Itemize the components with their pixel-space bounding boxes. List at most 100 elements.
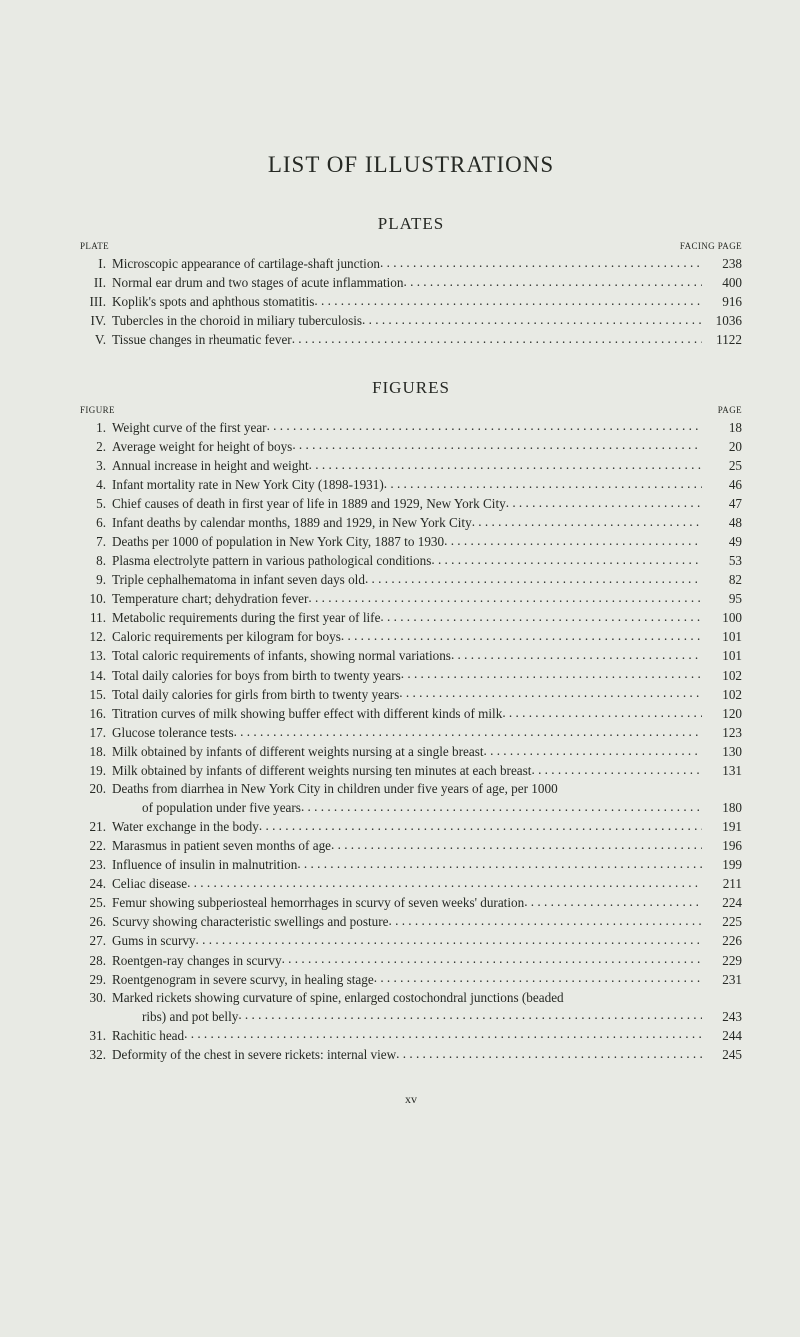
item-label: Glucose tolerance tests [112,725,234,742]
item-page: 1122 [702,332,742,349]
dot-leader [238,1007,702,1020]
item-label-continuation: ribs) and pot belly [80,1009,238,1026]
dot-leader [451,647,702,660]
list-item: 4.Infant mortality rate in New York City… [80,475,742,494]
item-page: 25 [702,458,742,475]
item-number: 21. [80,819,112,836]
item-page: 130 [702,744,742,761]
list-item: 29.Roentgenogram in severe scurvy, in he… [80,969,742,988]
list-item: 16.Titration curves of milk showing buff… [80,704,742,723]
item-number: 12. [80,629,112,646]
list-item: 11.Metabolic requirements during the fir… [80,608,742,627]
item-label: Infant deaths by calendar months, 1889 a… [112,515,472,532]
item-page: 47 [702,496,742,513]
dot-leader [314,293,702,306]
item-label: Marked rickets showing curvature of spin… [112,990,564,1007]
list-item: 18.Milk obtained by infants of different… [80,742,742,761]
item-label: Rachitic head [112,1028,184,1045]
item-label: Triple cephalhematoma in infant seven da… [112,572,365,589]
right-column-label: PAGE [718,405,742,417]
item-number: 30. [80,990,112,1007]
item-page: 18 [702,420,742,437]
item-page: 225 [702,914,742,931]
item-label: Tubercles in the choroid in miliary tube… [112,313,362,330]
item-page: 199 [702,857,742,874]
dot-leader [234,724,702,737]
item-number: 13. [80,648,112,665]
item-page: 101 [702,648,742,665]
dot-leader [524,894,702,907]
item-label: Weight curve of the first year [112,420,267,437]
section-heading: FIGURES [80,377,742,399]
item-page: 82 [702,572,742,589]
dot-leader [309,457,702,470]
list-item: 3.Annual increase in height and weight25 [80,456,742,475]
dot-leader [506,495,702,508]
item-page: 191 [702,819,742,836]
item-label: Marasmus in patient seven months of age [112,838,331,855]
dot-leader [259,818,702,831]
dot-leader [484,743,703,756]
item-label: Microscopic appearance of cartilage-shaf… [112,256,380,273]
item-page: 49 [702,534,742,551]
item-label: Milk obtained by infants of different we… [112,763,531,780]
item-page: 211 [702,876,742,893]
item-page: 1036 [702,313,742,330]
item-number: 20. [80,781,112,798]
list-item: 13.Total caloric requirements of infants… [80,646,742,665]
list-item: 19.Milk obtained by infants of different… [80,761,742,780]
item-page: 243 [702,1009,742,1026]
item-number: 23. [80,857,112,874]
section-heading: PLATES [80,213,742,235]
item-number: 24. [80,876,112,893]
list-item: V.Tissue changes in rheumatic fever1122 [80,330,742,349]
list-item: 1.Weight curve of the first year18 [80,417,742,436]
list-item: 22.Marasmus in patient seven months of a… [80,836,742,855]
item-label: Average weight for height of boys [112,439,292,456]
item-number: 5. [80,496,112,513]
dot-leader [282,951,702,964]
item-number: 4. [80,477,112,494]
item-page: 229 [702,953,742,970]
dot-leader [331,837,702,850]
item-number: 10. [80,591,112,608]
item-page: 53 [702,553,742,570]
item-number: 9. [80,572,112,589]
item-number: 8. [80,553,112,570]
item-label: Scurvy showing characteristic swellings … [112,914,389,931]
page-footer: xv [80,1092,742,1107]
item-number: 32. [80,1047,112,1064]
dot-leader [365,571,702,584]
item-number: 22. [80,838,112,855]
item-label: Deformity of the chest in severe rickets… [112,1047,396,1064]
item-page: 95 [702,591,742,608]
dot-leader [396,1046,702,1059]
list-item: 14.Total daily calories for boys from bi… [80,665,742,684]
dot-leader [187,875,702,888]
item-page: 101 [702,629,742,646]
item-label: Koplik's spots and aphthous stomatitis [112,294,314,311]
section-block: FIGURESFIGUREPAGE1.Weight curve of the f… [80,377,742,1064]
page-title: LIST OF ILLUSTRATIONS [80,150,742,179]
dot-leader [404,274,703,287]
list-item: 6.Infant deaths by calendar months, 1889… [80,513,742,532]
left-column-label: FIGURE [80,405,115,417]
dot-leader [431,552,702,565]
item-label-continuation: of population under five years [80,800,301,817]
dot-leader [374,970,702,983]
list-item: 5.Chief causes of death in first year of… [80,494,742,513]
dot-leader [362,312,702,325]
item-page: 196 [702,838,742,855]
dot-leader [184,1026,702,1039]
list-item-continuation: ribs) and pot belly 243 [80,1006,742,1025]
item-number: III. [80,294,112,311]
list-item: 26.Scurvy showing characteristic swellin… [80,912,742,931]
item-page: 131 [702,763,742,780]
dot-leader [380,255,702,268]
dot-leader [444,533,702,546]
item-number: 3. [80,458,112,475]
item-label: Plasma electrolyte pattern in various pa… [112,553,431,570]
item-label: Femur showing subperiosteal hemorrhages … [112,895,524,912]
list-item: 12.Caloric requirements per kilogram for… [80,627,742,646]
item-label: Celiac disease [112,876,187,893]
